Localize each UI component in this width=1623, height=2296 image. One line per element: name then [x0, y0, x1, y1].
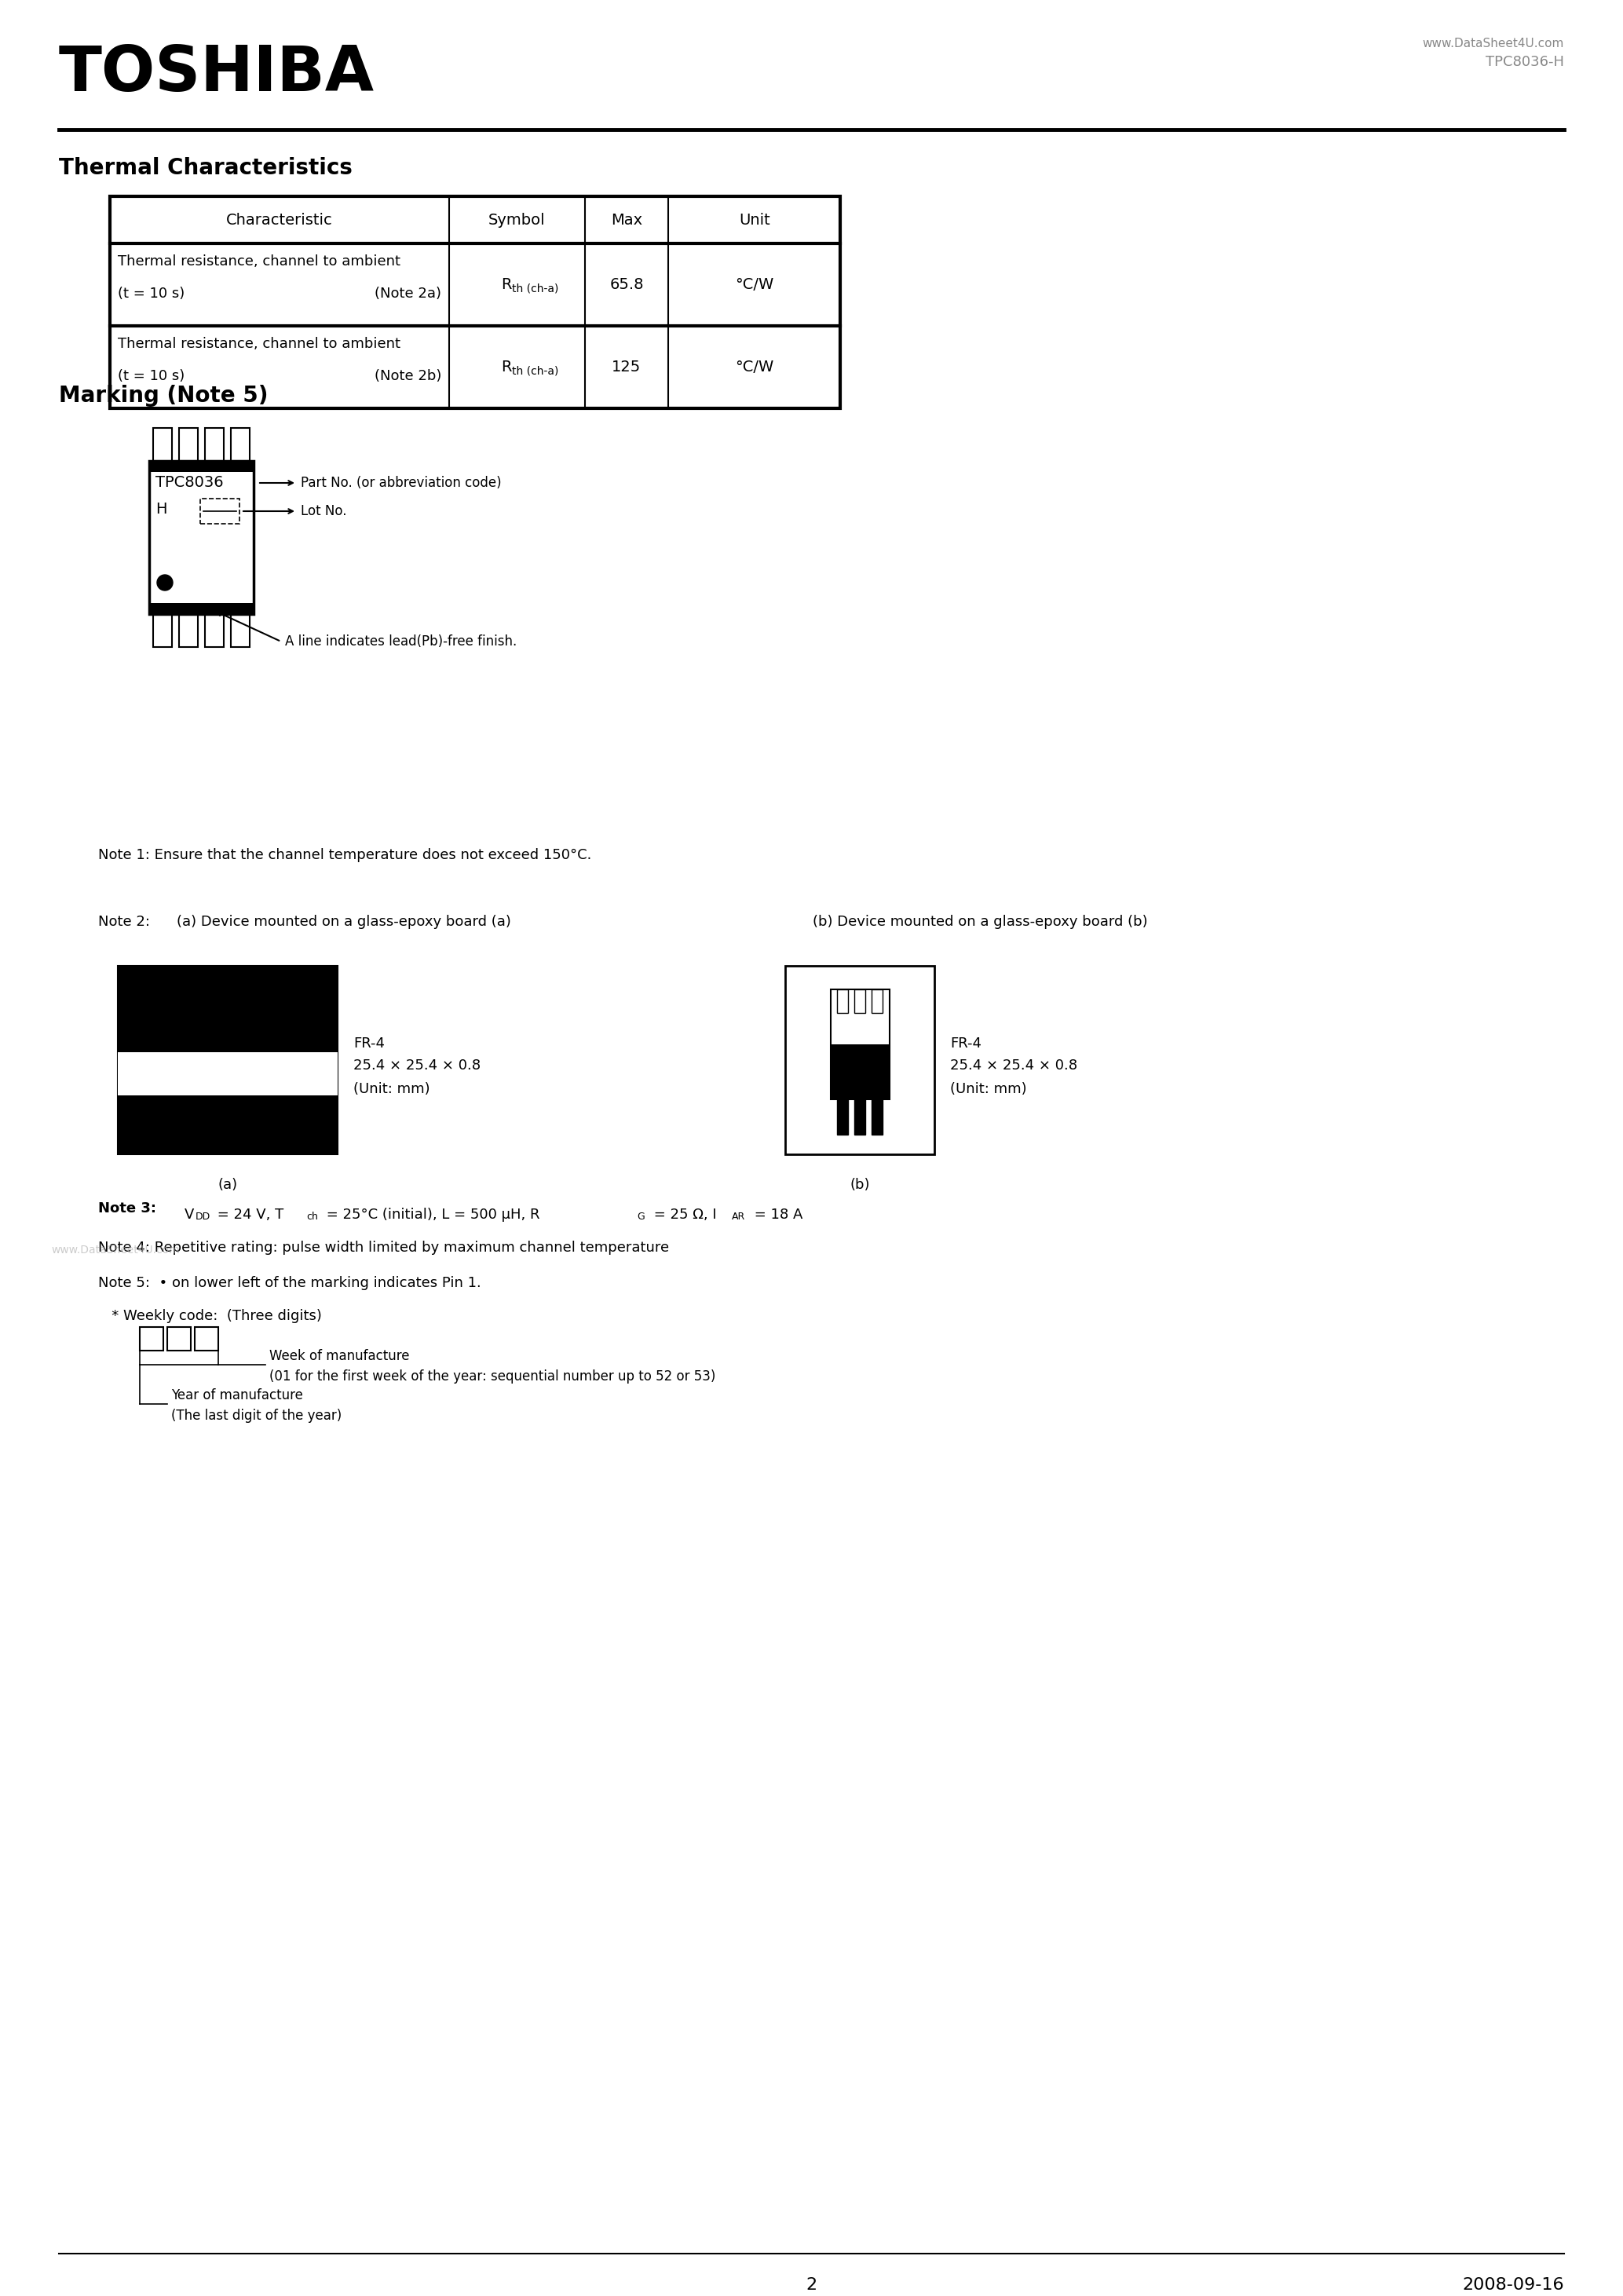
Text: th (ch-a): th (ch-a): [513, 282, 558, 294]
Text: (a) Device mounted on a glass-epoxy board (a): (a) Device mounted on a glass-epoxy boar…: [177, 914, 511, 930]
Text: 65.8: 65.8: [610, 278, 644, 292]
Text: Characteristic: Characteristic: [227, 214, 333, 227]
Bar: [230, 613, 250, 647]
Text: °C/W: °C/W: [735, 278, 774, 292]
Bar: [140, 1327, 164, 1350]
Text: * Weekly code:  (Three digits): * Weekly code: (Three digits): [97, 1309, 321, 1322]
Text: Max: Max: [610, 214, 643, 227]
Bar: [200, 498, 240, 523]
Text: R: R: [502, 278, 511, 292]
Bar: [188, 1061, 204, 1075]
Bar: [831, 990, 889, 1100]
Bar: [110, 195, 841, 409]
Text: 2008-09-16: 2008-09-16: [1462, 2278, 1565, 2294]
Text: Marking (Note 5): Marking (Note 5): [58, 386, 268, 406]
Bar: [831, 1045, 889, 1100]
Text: 125: 125: [612, 360, 641, 374]
Text: G: G: [636, 1212, 644, 1221]
Text: 25.4 × 25.4 × 0.8: 25.4 × 25.4 × 0.8: [949, 1058, 1078, 1072]
Text: Note 5:  • on lower left of the marking indicates Pin 1.: Note 5: • on lower left of the marking i…: [97, 1277, 480, 1290]
Text: www.DataSheet4U.com: www.DataSheet4U.com: [50, 1244, 180, 1256]
Bar: [149, 604, 253, 613]
Bar: [149, 461, 253, 613]
Text: Thermal resistance, channel to ambient: Thermal resistance, channel to ambient: [118, 255, 401, 269]
Bar: [141, 1056, 188, 1079]
Text: FR-4: FR-4: [354, 1035, 385, 1052]
Bar: [167, 1327, 192, 1350]
Text: Unit: Unit: [738, 214, 769, 227]
Text: (b) Device mounted on a glass-epoxy board (b): (b) Device mounted on a glass-epoxy boar…: [813, 914, 1147, 930]
Text: (Unit: mm): (Unit: mm): [949, 1081, 1027, 1095]
Text: Week of manufacture: Week of manufacture: [269, 1350, 409, 1364]
Text: (a): (a): [217, 1178, 237, 1192]
Text: Part No. (or abbreviation code): Part No. (or abbreviation code): [300, 475, 502, 489]
Bar: [872, 1100, 883, 1134]
Text: AR: AR: [732, 1212, 745, 1221]
Text: (t = 10 s): (t = 10 s): [118, 287, 185, 301]
Text: = 25°C (initial), L = 500 μH, R: = 25°C (initial), L = 500 μH, R: [321, 1208, 540, 1221]
Text: 2: 2: [807, 2278, 816, 2294]
Text: th (ch-a): th (ch-a): [513, 365, 558, 377]
Text: Note 1: Ensure that the channel temperature does not exceed 150°C.: Note 1: Ensure that the channel temperat…: [97, 847, 591, 863]
Text: TOSHIBA: TOSHIBA: [58, 44, 375, 103]
Text: Year of manufacture: Year of manufacture: [170, 1389, 304, 1403]
Text: Lot No.: Lot No.: [300, 505, 347, 519]
Text: °C/W: °C/W: [735, 360, 774, 374]
Text: DD: DD: [195, 1212, 211, 1221]
Bar: [872, 990, 883, 1013]
Text: = 25 Ω, I: = 25 Ω, I: [649, 1208, 717, 1221]
Text: R: R: [502, 360, 511, 374]
Bar: [837, 990, 847, 1013]
Text: (Note 2a): (Note 2a): [375, 287, 441, 301]
Text: Thermal resistance, channel to ambient: Thermal resistance, channel to ambient: [118, 338, 401, 351]
Bar: [179, 613, 198, 647]
Text: www.DataSheet4U.com: www.DataSheet4U.com: [1422, 37, 1565, 51]
Text: Note 3:: Note 3:: [97, 1201, 156, 1215]
Circle shape: [157, 574, 172, 590]
Text: (The last digit of the year): (The last digit of the year): [170, 1410, 342, 1424]
Bar: [118, 1052, 338, 1095]
Text: Symbol: Symbol: [489, 214, 545, 227]
Text: (t = 10 s): (t = 10 s): [118, 370, 185, 383]
Text: TPC8036-H: TPC8036-H: [1485, 55, 1565, 69]
Bar: [786, 967, 935, 1155]
Bar: [204, 1061, 217, 1079]
Bar: [230, 427, 250, 461]
Bar: [837, 1100, 847, 1134]
Text: = 24 V, T: = 24 V, T: [213, 1208, 284, 1221]
Text: 25.4 × 25.4 × 0.8: 25.4 × 25.4 × 0.8: [354, 1058, 480, 1072]
Bar: [204, 427, 224, 461]
Text: V: V: [185, 1208, 195, 1221]
Bar: [204, 613, 224, 647]
Text: H: H: [156, 503, 167, 517]
Text: Thermal Characteristics: Thermal Characteristics: [58, 156, 352, 179]
Text: = 18 A: = 18 A: [750, 1208, 803, 1221]
Text: (b): (b): [850, 1178, 870, 1192]
Bar: [153, 427, 172, 461]
Bar: [153, 613, 172, 647]
Bar: [149, 461, 253, 473]
Bar: [195, 1327, 217, 1350]
Text: FR-4: FR-4: [949, 1035, 982, 1052]
Text: (Unit: mm): (Unit: mm): [354, 1081, 430, 1095]
Text: (01 for the first week of the year: sequential number up to 52 or 53): (01 for the first week of the year: sequ…: [269, 1368, 716, 1384]
Text: A line indicates lead(Pb)-free finish.: A line indicates lead(Pb)-free finish.: [286, 634, 516, 647]
Text: Note 4: Repetitive rating: pulse width limited by maximum channel temperature: Note 4: Repetitive rating: pulse width l…: [97, 1240, 669, 1256]
Text: ch: ch: [307, 1212, 318, 1221]
Text: TPC8036: TPC8036: [156, 475, 224, 489]
Bar: [854, 1100, 865, 1134]
Bar: [854, 990, 865, 1013]
Text: Note 2:: Note 2:: [97, 914, 149, 930]
Bar: [179, 427, 198, 461]
Bar: [118, 967, 338, 1155]
Text: (Note 2b): (Note 2b): [375, 370, 441, 383]
